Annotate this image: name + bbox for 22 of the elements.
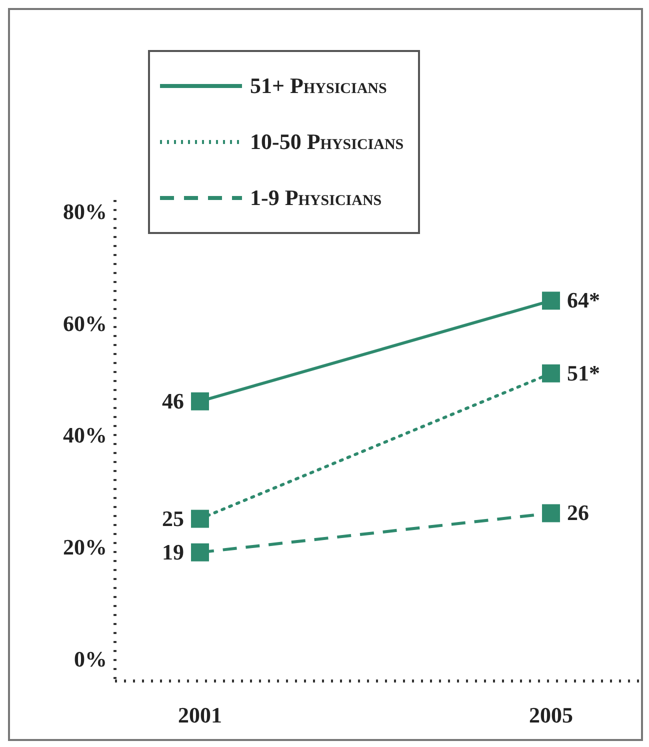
y-tick-label: 0% xyxy=(74,646,107,672)
legend-label: 10-50 Physicians xyxy=(250,129,404,155)
point xyxy=(542,364,560,382)
y-tick-label: 20% xyxy=(63,534,107,560)
data-label: 46 xyxy=(162,388,184,414)
y-tick-label: 80% xyxy=(63,198,107,224)
data-label: 64* xyxy=(567,288,600,313)
data-label: 25 xyxy=(162,506,184,531)
y-tick-label: 40% xyxy=(63,422,107,448)
data-label: 26 xyxy=(567,500,589,526)
point xyxy=(542,504,560,522)
data-label: 51* xyxy=(567,360,600,386)
x-tick-label: 2005 xyxy=(529,702,573,728)
point xyxy=(191,543,209,562)
point xyxy=(542,292,560,310)
legend-label: 51+ Physicians xyxy=(250,73,387,99)
point xyxy=(191,510,209,528)
y-tick-label: 60% xyxy=(63,310,107,336)
x-tick-label: 2001 xyxy=(178,702,222,728)
legend-label: 1-9 Physicians xyxy=(250,185,382,211)
data-label: 19 xyxy=(162,539,184,564)
point xyxy=(191,392,209,410)
